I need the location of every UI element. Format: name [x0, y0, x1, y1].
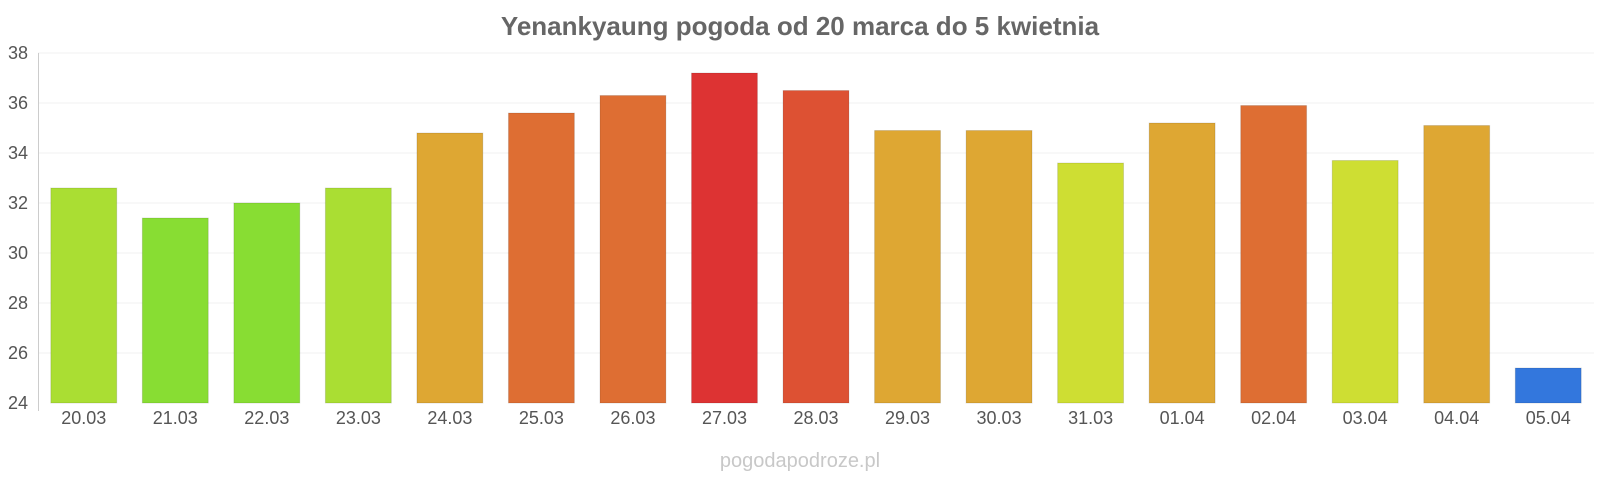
bar-29.03 — [874, 130, 941, 404]
bar-23.03 — [324, 187, 392, 404]
bar-28.03 — [782, 90, 850, 404]
y-tick-label: 30 — [8, 243, 28, 263]
x-tick-label: 05.04 — [1526, 408, 1571, 428]
watermark: pogodapodroze.pl — [719, 450, 881, 472]
x-tick-label: 02.04 — [1251, 408, 1296, 428]
bar-05.04 — [1514, 367, 1582, 404]
x-tick-label: 27.03 — [702, 408, 747, 428]
x-tick-label: 29.03 — [885, 408, 930, 428]
bar-03.04 — [1331, 160, 1399, 404]
x-tick-label: 03.04 — [1343, 408, 1388, 428]
bar-31.03 — [1057, 162, 1125, 404]
bar-30.03 — [965, 130, 1033, 404]
bar-26.03 — [599, 95, 667, 404]
x-tick-label: 28.03 — [793, 408, 838, 428]
bar-27.03 — [691, 72, 758, 404]
bar-04.04 — [1423, 125, 1491, 404]
x-tick-label: 24.03 — [427, 408, 472, 428]
x-tick-label: 25.03 — [519, 408, 564, 428]
chart-title: Yenankyaung pogoda od 20 marca do 5 kwie… — [500, 11, 1100, 41]
y-tick-label: 36 — [8, 93, 28, 113]
bar-25.03 — [507, 112, 575, 404]
x-tick-label: 26.03 — [610, 408, 655, 428]
x-tick-label: 23.03 — [336, 408, 381, 428]
y-tick-labels: 24 26 28 30 32 34 36 38 — [8, 43, 28, 413]
y-tick-label: 32 — [8, 193, 28, 213]
x-tick-label: 22.03 — [244, 408, 289, 428]
y-tick-label: 24 — [8, 393, 28, 413]
x-tick-labels: 20.03 21.03 22.03 23.03 24.03 25.03 26.03 27.03… — [61, 408, 1571, 428]
x-tick-label: 30.03 — [977, 408, 1022, 428]
bar-21.03 — [141, 217, 209, 404]
bar-20.03 — [50, 187, 118, 404]
y-tick-label: 28 — [8, 293, 28, 313]
x-tick-label: 21.03 — [153, 408, 198, 428]
y-tick-label: 26 — [8, 343, 28, 363]
y-tick-label: 38 — [8, 43, 28, 63]
x-tick-label: 04.04 — [1434, 408, 1479, 428]
bar-22.03 — [233, 202, 301, 404]
y-tick-label: 34 — [8, 143, 28, 163]
bar-01.04 — [1148, 122, 1216, 404]
bar-24.03 — [416, 132, 484, 404]
x-tick-label: 31.03 — [1068, 408, 1113, 428]
bar-02.04 — [1240, 105, 1308, 404]
x-tick-label: 01.04 — [1160, 408, 1205, 428]
x-tick-label: 20.03 — [61, 408, 106, 428]
bars — [50, 72, 1582, 404]
